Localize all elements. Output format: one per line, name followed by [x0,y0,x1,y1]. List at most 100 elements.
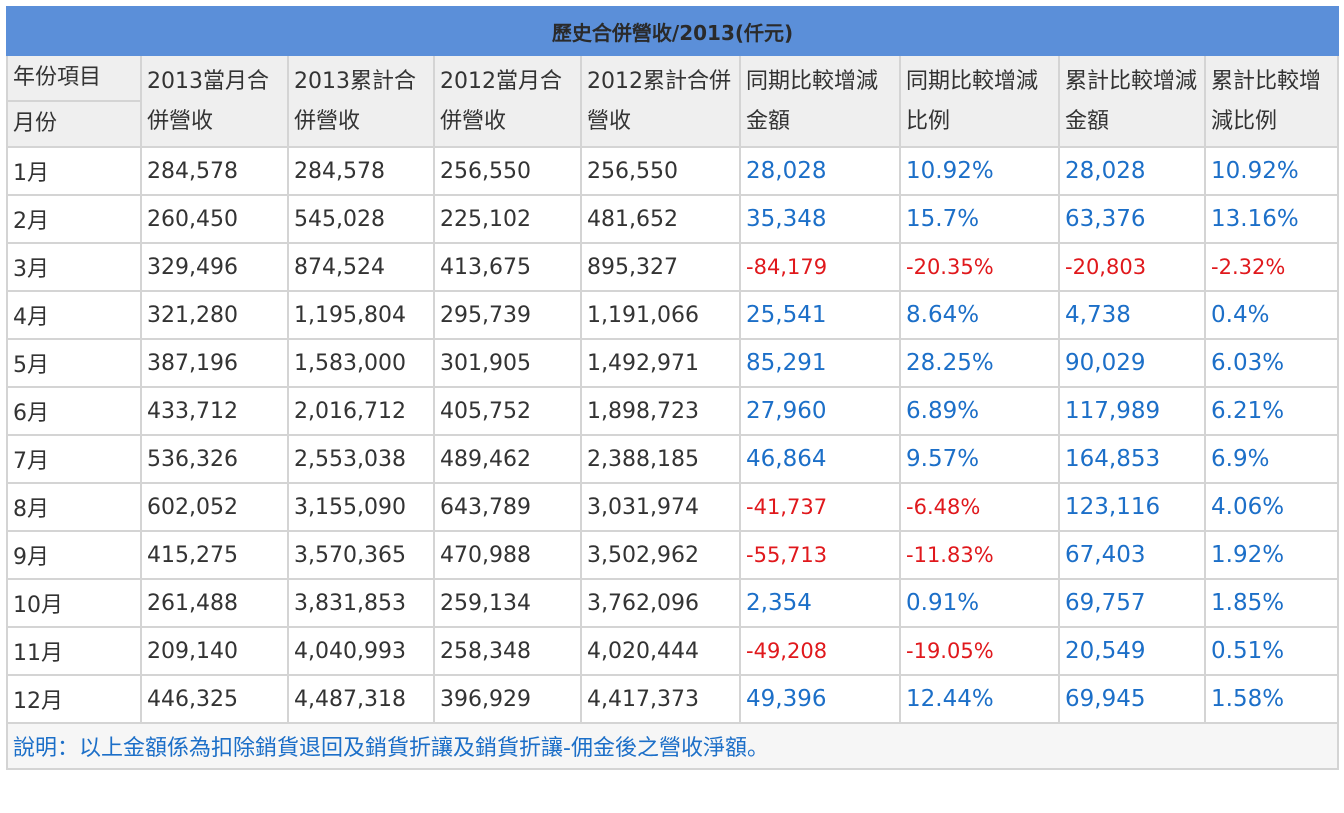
cumulative-change-amount-cell: 28,028 [1058,146,1206,196]
cumulative-change-amount-cell: 67,403 [1058,530,1206,580]
cumulative-2012-cell: 3,502,962 [580,530,741,580]
cumulative-2013-cell: 4,040,993 [287,626,435,676]
month-cell: 7月 [6,434,142,484]
yoy-change-pct-cell: 6.89% [899,386,1060,436]
cumulative-change-pct-cell: 1.92% [1203,530,1340,580]
table-row: 3月 329,496 874,524 413,675 895,327 -84,179 -20… [6,242,1340,292]
table-row: 4月 321,280 1,195,804 295,739 1,191,066 25,541… [6,290,1340,340]
yoy-change-pct-cell: 10.92% [899,146,1060,196]
yoy-change-pct-cell: 15.7% [899,194,1060,244]
table-row: 7月 536,326 2,553,038 489,462 2,388,185 46,864… [6,434,1340,484]
table-row: 2月 260,450 545,028 225,102 481,652 35,348 15.7… [6,194,1340,244]
cumulative-2013-cell: 545,028 [287,194,435,244]
table-note: 說明：以上金額係為扣除銷貨退回及銷貨折讓及銷貨折讓-佣金後之營收淨額。 [5,722,1340,770]
cumulative-change-pct-cell: 1.58% [1203,674,1340,724]
corner-header-year-item: 年份項目 [6,54,142,102]
cumulative-change-amount-cell: 164,853 [1058,434,1206,484]
column-header: 累計比較增減比例 [1203,54,1340,148]
column-header: 2012當月合併營收 [433,54,582,148]
yoy-change-amount-cell: -49,208 [739,626,901,676]
column-header: 同期比較增減比例 [899,54,1060,148]
cumulative-2013-cell: 1,583,000 [287,338,435,388]
month-cell: 2月 [6,194,142,244]
month-cell: 1月 [6,146,142,196]
cumulative-2012-cell: 256,550 [580,146,741,196]
cumulative-2012-cell: 1,898,723 [580,386,741,436]
current-2012-cell: 301,905 [433,338,582,388]
cumulative-2012-cell: 1,191,066 [580,290,741,340]
yoy-change-amount-cell: 85,291 [739,338,901,388]
cumulative-2013-cell: 3,570,365 [287,530,435,580]
table-row: 5月 387,196 1,583,000 301,905 1,492,971 85,291… [6,338,1340,388]
current-2012-cell: 489,462 [433,434,582,484]
current-2013-cell: 387,196 [140,338,289,388]
cumulative-2012-cell: 3,762,096 [580,578,741,628]
cumulative-change-pct-cell: 4.06% [1203,482,1340,532]
current-2013-cell: 536,326 [140,434,289,484]
month-cell: 6月 [6,386,142,436]
month-cell: 9月 [6,530,142,580]
table-row: 12月 446,325 4,487,318 396,929 4,417,373 49,39… [6,674,1340,724]
yoy-change-pct-cell: -6.48% [899,482,1060,532]
cumulative-change-pct-cell: 10.92% [1203,146,1340,196]
current-2012-cell: 405,752 [433,386,582,436]
cumulative-2012-cell: 481,652 [580,194,741,244]
column-header: 累計比較增減金額 [1058,54,1206,148]
month-cell: 8月 [6,482,142,532]
cumulative-change-amount-cell: -20,803 [1058,242,1206,292]
yoy-change-pct-cell: -11.83% [899,530,1060,580]
current-2013-cell: 329,496 [140,242,289,292]
yoy-change-amount-cell: 28,028 [739,146,901,196]
cumulative-2013-cell: 2,016,712 [287,386,435,436]
cumulative-change-amount-cell: 69,945 [1058,674,1206,724]
table-row: 10月 261,488 3,831,853 259,134 3,762,096 2,354… [6,578,1340,628]
cumulative-2013-cell: 4,487,318 [287,674,435,724]
yoy-change-pct-cell: 12.44% [899,674,1060,724]
current-2013-cell: 209,140 [140,626,289,676]
cumulative-change-amount-cell: 4,738 [1058,290,1206,340]
current-2013-cell: 321,280 [140,290,289,340]
yoy-change-amount-cell: 2,354 [739,578,901,628]
yoy-change-amount-cell: -84,179 [739,242,901,292]
month-cell: 4月 [6,290,142,340]
cumulative-change-amount-cell: 117,989 [1058,386,1206,436]
cumulative-2012-cell: 1,492,971 [580,338,741,388]
current-2012-cell: 225,102 [433,194,582,244]
yoy-change-amount-cell: 25,541 [739,290,901,340]
revenue-table: 歷史合併營收/2013(仟元) 年份項目 2013當月合併營收 2013累計合併… [5,6,1340,770]
yoy-change-pct-cell: 0.91% [899,578,1060,628]
cumulative-2012-cell: 2,388,185 [580,434,741,484]
cumulative-2013-cell: 874,524 [287,242,435,292]
cumulative-change-pct-cell: -2.32% [1203,242,1340,292]
current-2013-cell: 284,578 [140,146,289,196]
column-header: 2013累計合併營收 [287,54,435,148]
column-header: 同期比較增減金額 [739,54,901,148]
yoy-change-pct-cell: 8.64% [899,290,1060,340]
current-2013-cell: 433,712 [140,386,289,436]
corner-header-month: 月份 [6,100,142,148]
yoy-change-amount-cell: -41,737 [739,482,901,532]
cumulative-change-pct-cell: 0.4% [1203,290,1340,340]
yoy-change-amount-cell: 49,396 [739,674,901,724]
table-row: 6月 433,712 2,016,712 405,752 1,898,723 27,960… [6,386,1340,436]
cumulative-change-amount-cell: 63,376 [1058,194,1206,244]
cumulative-2012-cell: 3,031,974 [580,482,741,532]
table-row: 9月 415,275 3,570,365 470,988 3,502,962 -55,71… [6,530,1340,580]
table-row: 11月 209,140 4,040,993 258,348 4,020,444 -49,2… [6,626,1340,676]
cumulative-change-pct-cell: 6.03% [1203,338,1340,388]
current-2012-cell: 396,929 [433,674,582,724]
cumulative-change-pct-cell: 6.9% [1203,434,1340,484]
table-body: 1月 284,578 284,578 256,550 256,550 28,028 10.9… [6,146,1340,724]
cumulative-change-amount-cell: 123,116 [1058,482,1206,532]
yoy-change-pct-cell: -19.05% [899,626,1060,676]
current-2013-cell: 446,325 [140,674,289,724]
month-cell: 12月 [6,674,142,724]
current-2013-cell: 261,488 [140,578,289,628]
yoy-change-pct-cell: -20.35% [899,242,1060,292]
cumulative-2012-cell: 4,417,373 [580,674,741,724]
revenue-table-container: 歷史合併營收/2013(仟元) 年份項目 2013當月合併營收 2013累計合併… [5,6,1340,770]
month-cell: 5月 [6,338,142,388]
cumulative-2013-cell: 2,553,038 [287,434,435,484]
cumulative-change-pct-cell: 6.21% [1203,386,1340,436]
yoy-change-pct-cell: 9.57% [899,434,1060,484]
